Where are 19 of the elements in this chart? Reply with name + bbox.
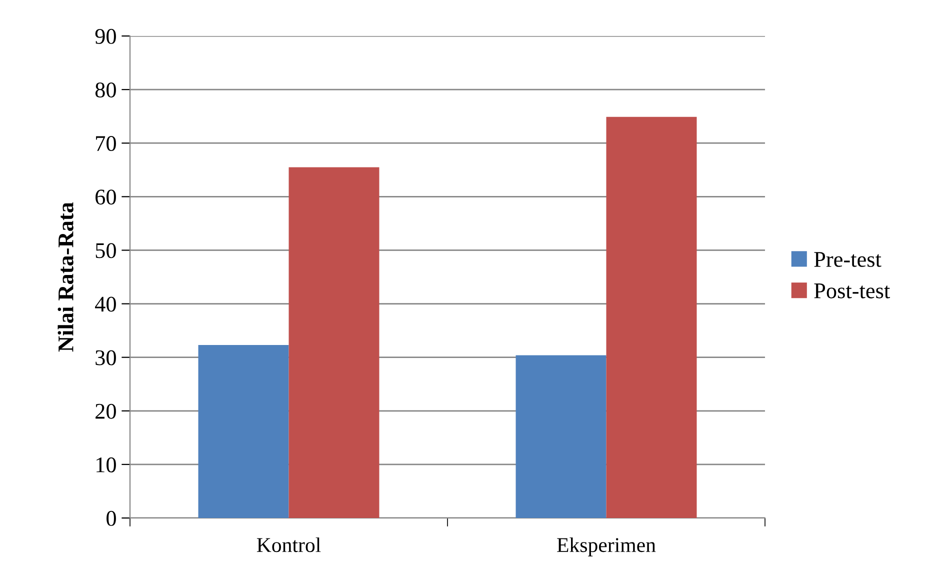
bar: [198, 345, 289, 518]
y-tick-label: 10: [96, 457, 116, 472]
y-tick-label: 40: [95, 296, 116, 312]
bar: [606, 116, 697, 518]
y-axis-title: Nilai Rata-Rata: [58, 202, 74, 352]
legend-label: Pre-test: [814, 252, 882, 267]
legend-label: Post-test: [814, 284, 890, 298]
x-tick-label: Kontrol: [256, 537, 321, 552]
y-tick-label: 30: [96, 350, 116, 366]
bar: [516, 355, 606, 518]
y-tick-label: 20: [96, 404, 116, 419]
bar: [288, 167, 380, 518]
y-tick-label: 70: [96, 136, 116, 152]
y-tick-label: 0: [106, 510, 116, 526]
y-tick-label: 60: [96, 190, 116, 205]
y-tick-label: 80: [95, 82, 116, 98]
x-tick-label: Eksperimen: [557, 537, 656, 556]
y-tick-label: 50: [96, 243, 116, 258]
y-tick-label: 90: [95, 28, 116, 44]
